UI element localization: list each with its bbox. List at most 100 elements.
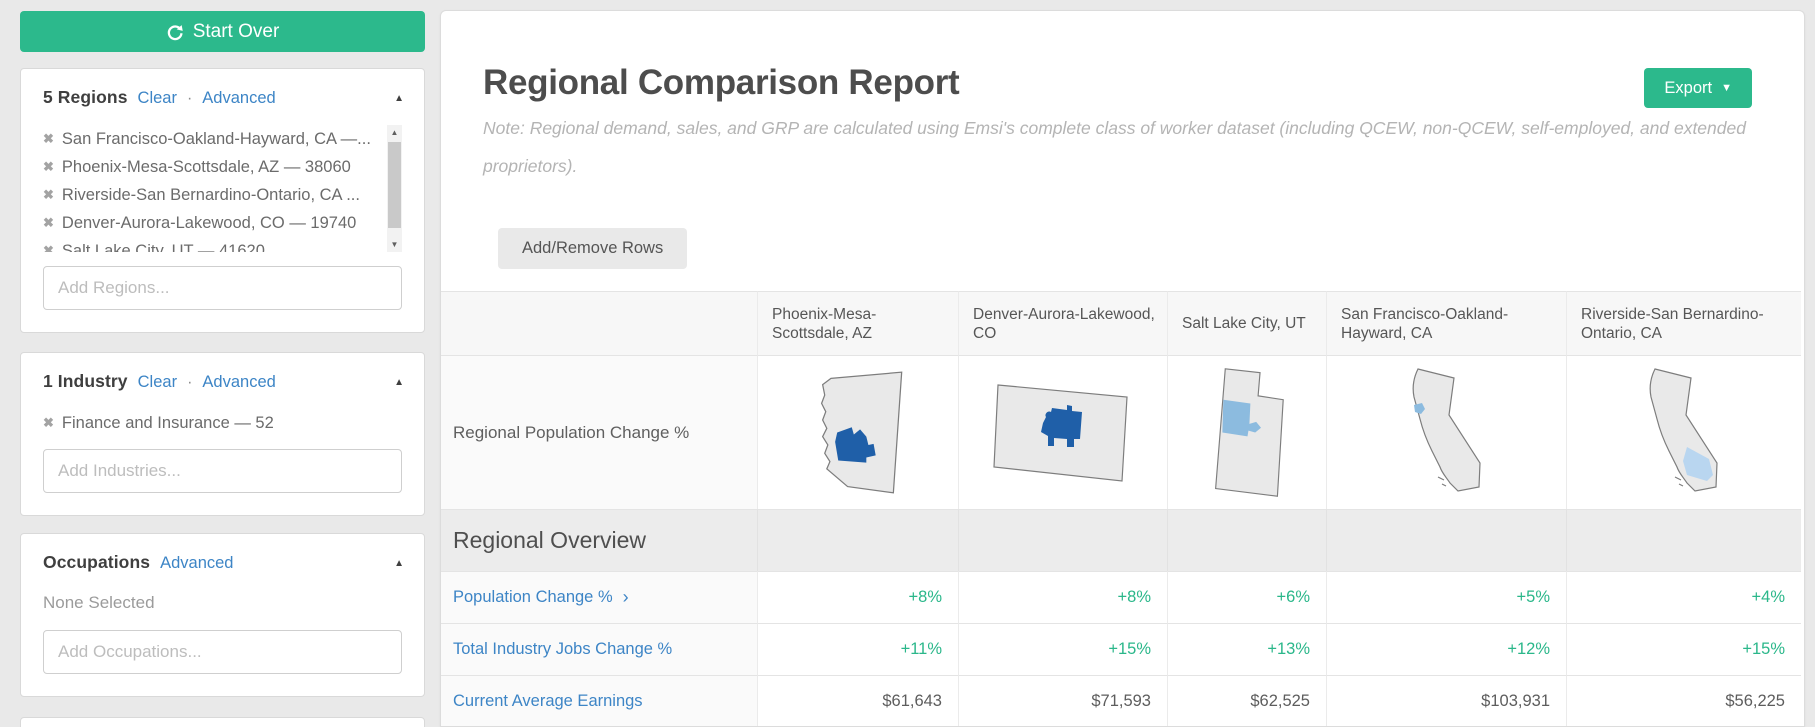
region-chip: ✖ Phoenix-Mesa-Scottsdale, AZ — 38060 [43, 153, 382, 181]
scroll-down-icon[interactable]: ▼ [390, 240, 399, 249]
region-highlight [1222, 399, 1261, 436]
industry-advanced-link[interactable]: Advanced [202, 373, 276, 391]
occupations-collapse-icon[interactable]: ▲ [394, 558, 404, 569]
section-header-label: Regional Overview [441, 509, 758, 571]
value-cell: +13% [1168, 623, 1327, 675]
region-chip: ✖ San Francisco-Oakland-Hayward, CA —... [43, 125, 382, 153]
island-marks [1437, 475, 1446, 487]
region-highlight [835, 426, 876, 463]
add-regions-input[interactable] [43, 266, 402, 310]
regions-advanced-link[interactable]: Advanced [202, 89, 276, 107]
regions-panel: 5 Regions Clear · Advanced ▲ ✖ San Franc… [20, 68, 425, 333]
export-button[interactable]: Export ▼ [1644, 68, 1752, 108]
regions-panel-header: 5 Regions Clear · Advanced [43, 87, 402, 113]
region-highlight [1413, 402, 1425, 414]
utah-map [1214, 367, 1284, 497]
value-cell: $103,931 [1327, 675, 1567, 726]
section-header-cell [1327, 509, 1567, 571]
row-label-average-earnings[interactable]: Current Average Earnings [441, 675, 758, 726]
section-header-cell [1567, 509, 1801, 571]
value-cell: +6% [1168, 571, 1327, 623]
page-title: Regional Comparison Report [483, 63, 960, 102]
map-cell-riverside [1567, 355, 1801, 509]
region-chip-label: San Francisco-Oakland-Hayward, CA —... [61, 130, 371, 148]
row-label-population-change[interactable]: Population Change % › [441, 571, 758, 623]
column-header-riverside: Riverside-San Bernardino-Ontario, CA [1567, 291, 1801, 355]
scroll-up-icon[interactable]: ▲ [390, 128, 399, 137]
value-cell: +5% [1327, 571, 1567, 623]
value-cell: +12% [1327, 623, 1567, 675]
regions-count-title: 5 Regions [43, 87, 128, 107]
region-chip-label: Salt Lake City, UT — 41620 [61, 242, 265, 252]
next-filter-panel [20, 717, 425, 727]
value-cell: $61,643 [758, 675, 959, 726]
row-label-industry-jobs-change[interactable]: Total Industry Jobs Change % [441, 623, 758, 675]
occupations-title: Occupations [43, 552, 151, 572]
value-cell: +15% [959, 623, 1168, 675]
column-header-salt-lake: Salt Lake City, UT [1168, 291, 1327, 355]
column-header-phoenix: Phoenix-Mesa-Scottsdale, AZ [758, 291, 959, 355]
column-header-denver: Denver-Aurora-Lakewood, CO [959, 291, 1168, 355]
industry-clear-link[interactable]: Clear [137, 373, 178, 391]
row-label-text: Total Industry Jobs Change % [453, 640, 673, 658]
report-card: Regional Comparison Report Note: Regiona… [440, 10, 1805, 727]
dot-separator: · [187, 374, 193, 391]
value-cell: +8% [959, 571, 1168, 623]
region-chip-label: Denver-Aurora-Lakewood, CO — 19740 [61, 214, 357, 232]
region-chip: ✖ Denver-Aurora-Lakewood, CO — 19740 [43, 209, 382, 237]
remove-region-icon[interactable]: ✖ [43, 131, 54, 146]
region-chip: ✖ Salt Lake City, UT — 41620 [43, 237, 382, 252]
row-label-text: Population Change % [453, 588, 613, 606]
section-header-cell [1168, 509, 1327, 571]
occupations-advanced-link[interactable]: Advanced [160, 554, 234, 572]
value-cell: $71,593 [959, 675, 1168, 726]
occupations-none-selected: None Selected [43, 593, 155, 612]
header-empty-cell [441, 291, 758, 355]
section-header-cell [959, 509, 1168, 571]
state-outline [1214, 367, 1284, 497]
map-cell-san-francisco [1327, 355, 1567, 509]
column-header-san-francisco: San Francisco-Oakland-Hayward, CA [1327, 291, 1567, 355]
map-cell-salt-lake [1168, 355, 1327, 509]
remove-region-icon[interactable]: ✖ [43, 159, 54, 174]
industry-panel: 1 Industry Clear · Advanced ▲ ✖ Finance … [20, 352, 425, 516]
map-row-label: Regional Population Change % [441, 355, 758, 509]
map-cell-denver [959, 355, 1168, 509]
add-remove-rows-button[interactable]: Add/Remove Rows [498, 228, 688, 269]
colorado-map [993, 383, 1128, 482]
california-map-sf [1412, 367, 1481, 492]
row-label-text: Current Average Earnings [453, 692, 643, 710]
value-cell: $62,525 [1168, 675, 1327, 726]
california-map-riverside [1649, 367, 1718, 492]
remove-industry-icon[interactable]: ✖ [43, 415, 54, 430]
map-cell-phoenix [758, 355, 959, 509]
remove-region-icon[interactable]: ✖ [43, 215, 54, 230]
add-industries-input[interactable] [43, 449, 402, 493]
restart-icon [167, 24, 183, 40]
value-cell: +4% [1567, 571, 1801, 623]
region-chip-label: Riverside-San Bernardino-Ontario, CA ... [61, 186, 360, 204]
occupations-panel: Occupations Advanced ▲ None Selected [20, 533, 425, 697]
industry-chip: ✖ Finance and Insurance — 52 [43, 409, 402, 437]
regions-collapse-icon[interactable]: ▲ [394, 93, 404, 104]
value-cell: $56,225 [1567, 675, 1801, 726]
start-over-label: Start Over [192, 20, 280, 42]
remove-region-icon[interactable]: ✖ [43, 243, 54, 252]
add-occupations-input[interactable] [43, 630, 402, 674]
selected-regions-list: ✖ San Francisco-Oakland-Hayward, CA —...… [43, 125, 402, 252]
start-over-button[interactable]: Start Over [20, 11, 425, 52]
industry-panel-header: 1 Industry Clear · Advanced [43, 371, 402, 397]
region-highlight [1041, 404, 1082, 447]
industry-chip-label: Finance and Insurance — 52 [61, 414, 274, 432]
region-chip-label: Phoenix-Mesa-Scottsdale, AZ — 38060 [61, 158, 351, 176]
industry-collapse-icon[interactable]: ▲ [394, 377, 404, 388]
remove-region-icon[interactable]: ✖ [43, 187, 54, 202]
regions-clear-link[interactable]: Clear [137, 89, 177, 107]
report-note: Note: Regional demand, sales, and GRP ar… [483, 118, 1746, 176]
regions-list-scrollbar[interactable]: ▲ ▼ [387, 125, 402, 252]
region-highlight [1683, 446, 1713, 481]
island-marks [1674, 475, 1684, 487]
scrollbar-thumb[interactable] [388, 142, 401, 228]
value-cell: +11% [758, 623, 959, 675]
